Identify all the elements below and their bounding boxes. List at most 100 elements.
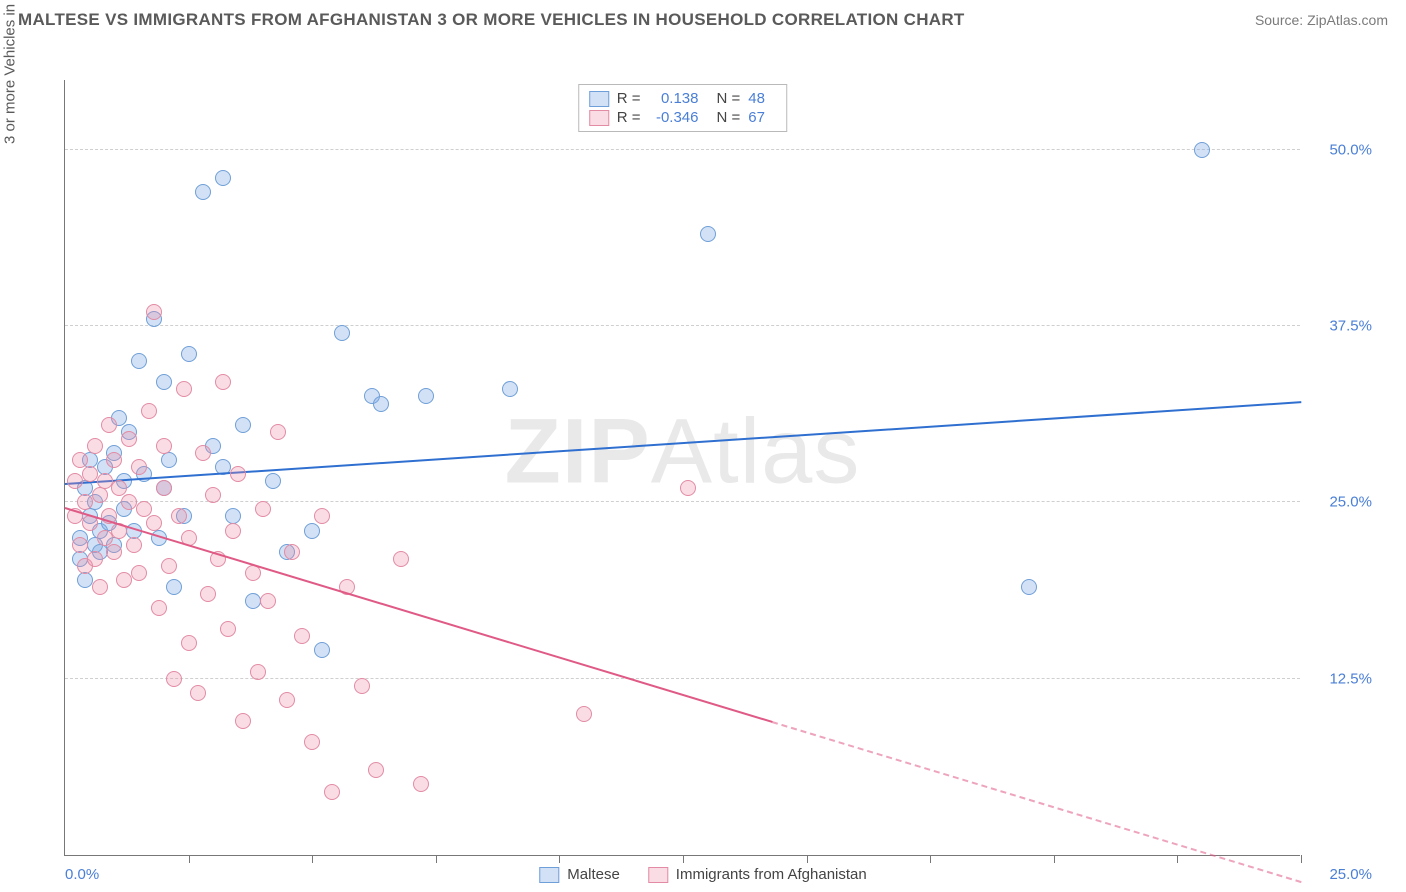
data-point <box>181 346 197 362</box>
data-point <box>161 558 177 574</box>
correlation-legend: R = 0.138 N = 48R = -0.346 N = 67 <box>578 84 788 132</box>
data-point <box>230 466 246 482</box>
n-value: 67 <box>748 109 776 126</box>
legend-row: R =-0.346N =67 <box>589 108 777 127</box>
data-point <box>181 635 197 651</box>
data-point <box>393 551 409 567</box>
data-point <box>270 424 286 440</box>
y-tick-label: 25.0% <box>1312 494 1372 511</box>
data-point <box>151 600 167 616</box>
data-point <box>77 572 93 588</box>
data-point <box>77 494 93 510</box>
data-point <box>235 417 251 433</box>
data-point <box>101 417 117 433</box>
y-axis-label: 3 or more Vehicles in Household <box>2 0 19 144</box>
legend-swatch <box>648 867 668 883</box>
legend-item: Immigrants from Afghanistan <box>648 866 867 883</box>
r-value: -0.346 <box>649 109 699 126</box>
data-point <box>131 459 147 475</box>
data-point <box>255 501 271 517</box>
data-point <box>166 579 182 595</box>
data-point <box>195 184 211 200</box>
n-value: 48 <box>748 90 776 107</box>
x-tick <box>1054 855 1055 863</box>
data-point <box>314 642 330 658</box>
data-point <box>92 487 108 503</box>
data-point <box>126 537 142 553</box>
legend-row: R = 0.138 N = 48 <box>589 89 777 108</box>
data-point <box>195 445 211 461</box>
x-tick <box>1177 855 1178 863</box>
data-point <box>161 452 177 468</box>
data-point <box>92 579 108 595</box>
gridline <box>65 149 1300 150</box>
gridline <box>65 325 1300 326</box>
data-point <box>116 572 132 588</box>
data-point <box>502 381 518 397</box>
data-point <box>171 508 187 524</box>
data-point <box>72 537 88 553</box>
legend-item: Maltese <box>539 866 620 883</box>
data-point <box>235 713 251 729</box>
n-label: N = <box>717 90 741 107</box>
r-value: 0.138 <box>649 90 699 107</box>
data-point <box>304 734 320 750</box>
series-legend: Maltese Immigrants from Afghanistan <box>539 866 866 883</box>
data-point <box>205 487 221 503</box>
data-point <box>215 170 231 186</box>
data-point <box>156 480 172 496</box>
data-point <box>368 762 384 778</box>
chart-title: MALTESE VS IMMIGRANTS FROM AFGHANISTAN 3… <box>18 10 965 30</box>
data-point <box>220 621 236 637</box>
data-point <box>576 706 592 722</box>
data-point <box>225 523 241 539</box>
data-point <box>131 353 147 369</box>
data-point <box>146 515 162 531</box>
data-point <box>72 452 88 468</box>
x-tick <box>683 855 684 863</box>
x-axis-max-label: 25.0% <box>1312 866 1372 883</box>
y-tick-label: 50.0% <box>1312 141 1372 158</box>
data-point <box>314 508 330 524</box>
data-point <box>680 480 696 496</box>
trend-line <box>65 507 773 723</box>
x-tick <box>807 855 808 863</box>
gridline <box>65 501 1300 502</box>
x-tick <box>189 855 190 863</box>
data-point <box>87 551 103 567</box>
x-tick <box>436 855 437 863</box>
data-point <box>334 325 350 341</box>
legend-swatch <box>589 91 609 107</box>
trend-line <box>65 402 1301 486</box>
x-axis-min-label: 0.0% <box>65 866 99 883</box>
data-point <box>373 396 389 412</box>
data-point <box>156 438 172 454</box>
data-point <box>176 381 192 397</box>
data-point <box>245 593 261 609</box>
n-label: N = <box>717 109 741 126</box>
r-label: R = <box>617 90 641 107</box>
data-point <box>106 544 122 560</box>
data-point <box>87 438 103 454</box>
data-point <box>279 692 295 708</box>
data-point <box>97 473 113 489</box>
gridline <box>65 678 1300 679</box>
legend-swatch <box>539 867 559 883</box>
legend-label: Maltese <box>567 866 620 883</box>
data-point <box>67 473 83 489</box>
data-point <box>304 523 320 539</box>
data-point <box>354 678 370 694</box>
data-point <box>413 776 429 792</box>
y-tick-label: 37.5% <box>1312 317 1372 334</box>
data-point <box>1194 142 1210 158</box>
trend-line <box>772 721 1302 883</box>
data-point <box>260 593 276 609</box>
data-point <box>136 501 152 517</box>
data-point <box>141 403 157 419</box>
data-point <box>418 388 434 404</box>
legend-label: Immigrants from Afghanistan <box>676 866 867 883</box>
data-point <box>265 473 281 489</box>
data-point <box>284 544 300 560</box>
data-point <box>215 374 231 390</box>
data-point <box>131 565 147 581</box>
